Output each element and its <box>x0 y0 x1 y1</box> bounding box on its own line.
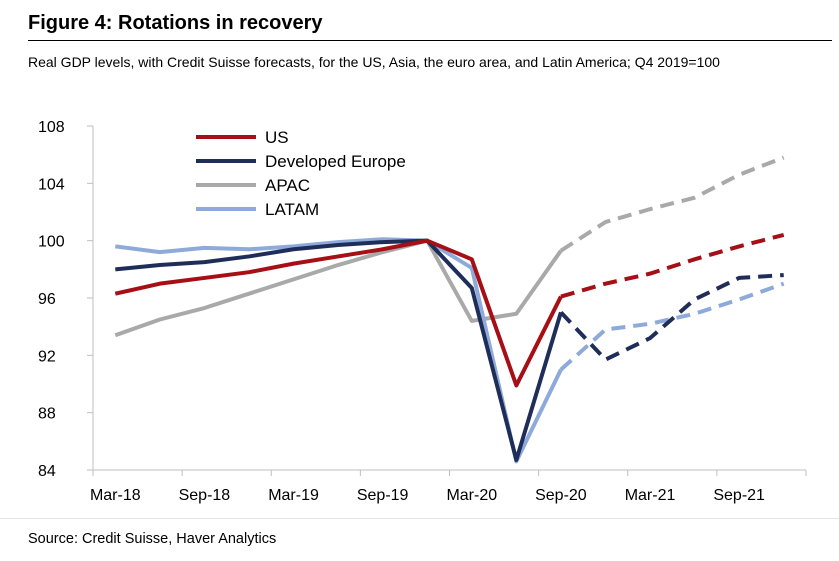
legend-label: Developed Europe <box>265 152 406 171</box>
x-tick-label: Sep-19 <box>357 487 409 504</box>
y-tick-label: 108 <box>38 119 65 136</box>
y-tick-label: 100 <box>38 234 65 251</box>
y-tick-label: 96 <box>38 291 56 308</box>
y-tick-label: 92 <box>38 348 56 365</box>
x-tick-label: Mar-18 <box>90 487 141 504</box>
series-line-actual <box>115 241 561 460</box>
x-tick-label: Sep-20 <box>535 487 587 504</box>
x-tick-label: Mar-19 <box>268 487 319 504</box>
x-tick-label: Sep-21 <box>713 487 765 504</box>
x-tick-label: Mar-21 <box>625 487 676 504</box>
x-tick-label: Mar-20 <box>446 487 497 504</box>
y-tick-label: 104 <box>38 176 65 193</box>
source-divider <box>0 518 839 519</box>
y-tick-label: 88 <box>38 406 56 423</box>
y-tick-label: 84 <box>38 463 56 480</box>
chart-legend: US Developed Europe APAC LATAM <box>196 128 406 219</box>
x-tick-label: Sep-18 <box>179 487 231 504</box>
legend-label: US <box>265 128 289 147</box>
legend-label: APAC <box>265 176 310 195</box>
series-line-forecast <box>561 158 784 251</box>
legend-label: LATAM <box>265 200 319 219</box>
line-chart: 84 88 92 96 100 104 108 Mar-18 Sep-18 Mar-19 Sep-1… <box>0 0 839 520</box>
series-line-forecast <box>561 284 784 370</box>
chart-axes: 84 88 92 96 100 104 108 Mar-18 Sep-18 Mar-19 Sep-1… <box>38 119 806 504</box>
series-line-actual <box>115 239 561 461</box>
source-note: Source: Credit Suisse, Haver Analytics <box>28 531 276 547</box>
chart-series <box>115 158 783 462</box>
series-line-forecast <box>561 235 784 297</box>
